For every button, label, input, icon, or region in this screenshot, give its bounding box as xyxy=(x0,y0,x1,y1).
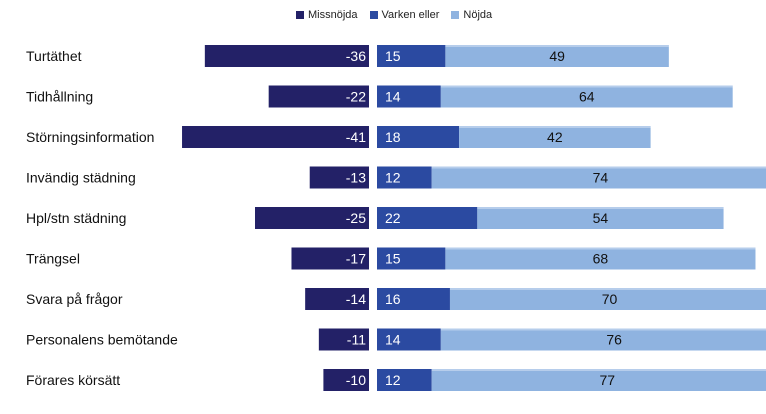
legend-item-nojda: Nöjda xyxy=(451,9,492,21)
bar-nojda-invandig-stadning xyxy=(431,166,766,189)
value-label-nojda-personalens-bemotande: 76 xyxy=(606,332,622,348)
bar-nojda-svara-pa-fragor xyxy=(449,288,766,310)
value-label-varken-eller-turtathet: 15 xyxy=(385,48,401,64)
value-label-missnojda-svara-pa-fragor: -14 xyxy=(346,291,366,307)
bar-nojda-highlight-turtathet xyxy=(445,45,669,47)
category-label-svara-pa-fragor: Svara på frågor xyxy=(26,291,123,307)
value-label-nojda-forares-korsatt: 77 xyxy=(599,372,615,388)
value-label-nojda-storningsinformation: 42 xyxy=(547,129,563,145)
bar-missnojda-hpl-stn-stadning xyxy=(255,207,369,229)
bar-varken-eller-svara-pa-fragor xyxy=(377,288,450,310)
bar-varken-eller-personalens-bemotande xyxy=(377,328,441,351)
value-label-missnojda-forares-korsatt: -10 xyxy=(346,372,366,388)
bar-missnojda-svara-pa-fragor xyxy=(305,288,369,310)
bar-nojda-highlight-forares-korsatt xyxy=(431,369,766,371)
category-label-personalens-bemotande: Personalens bemötande xyxy=(26,332,178,348)
chart-legend: Missnöjda Varken eller Nöjda xyxy=(296,7,504,23)
bar-nojda-highlight-trangsel xyxy=(445,247,756,250)
value-label-missnojda-hpl-stn-stadning: -25 xyxy=(346,210,366,226)
value-label-nojda-tidhallning: 64 xyxy=(579,89,595,105)
bar-missnojda-personalens-bemotande xyxy=(318,328,369,351)
bar-missnojda-turtathet xyxy=(204,45,369,67)
bar-nojda-turtathet xyxy=(445,45,669,67)
value-label-nojda-trangsel: 68 xyxy=(593,251,609,267)
legend-item-missnojda: Missnöjda xyxy=(296,9,358,21)
legend-label-nojda: Nöjda xyxy=(463,9,493,21)
bar-varken-eller-forares-korsatt xyxy=(377,369,432,391)
bar-varken-eller-hpl-stn-stadning xyxy=(377,207,478,229)
category-label-invandig-stadning: Invändig städning xyxy=(26,170,136,186)
category-label-turtathet: Turtäthet xyxy=(26,48,82,64)
bar-missnojda-forares-korsatt xyxy=(323,369,369,391)
bar-nojda-highlight-hpl-stn-stadning xyxy=(477,207,724,209)
legend-label-missnojda: Missnöjda xyxy=(308,9,358,21)
bar-nojda-highlight-invandig-stadning xyxy=(431,166,766,169)
category-label-forares-korsatt: Förares körsätt xyxy=(26,372,120,388)
bar-missnojda-storningsinformation xyxy=(182,126,369,148)
bar-varken-eller-trangsel xyxy=(377,247,446,270)
category-label-tidhallning: Tidhållning xyxy=(26,89,93,105)
value-label-varken-eller-storningsinformation: 18 xyxy=(385,129,401,145)
bar-nojda-tidhallning xyxy=(440,85,733,108)
legend-swatch-missnojda xyxy=(296,11,304,19)
bar-nojda-storningsinformation xyxy=(459,126,651,148)
bar-nojda-personalens-bemotande xyxy=(440,328,766,351)
legend-label-varken-eller: Varken eller xyxy=(381,9,440,21)
category-label-storningsinformation: Störningsinformation xyxy=(26,129,154,145)
legend-swatch-nojda xyxy=(451,11,460,19)
value-label-missnojda-storningsinformation: -41 xyxy=(346,129,366,145)
value-label-nojda-invandig-stadning: 74 xyxy=(593,170,609,186)
value-label-nojda-hpl-stn-stadning: 54 xyxy=(593,210,609,226)
bar-nojda-highlight-storningsinformation xyxy=(459,126,651,128)
bar-varken-eller-tidhallning xyxy=(377,85,441,108)
bar-nojda-highlight-tidhallning xyxy=(440,85,733,88)
bar-missnojda-invandig-stadning xyxy=(309,166,369,189)
value-label-missnojda-tidhallning: -22 xyxy=(346,89,366,105)
value-label-missnojda-invandig-stadning: -13 xyxy=(346,170,366,186)
value-label-missnojda-personalens-bemotande: -11 xyxy=(347,332,366,348)
value-label-varken-eller-tidhallning: 14 xyxy=(385,89,401,105)
value-label-nojda-svara-pa-fragor: 70 xyxy=(602,291,618,307)
bar-missnojda-trangsel xyxy=(291,247,369,270)
value-label-varken-eller-svara-pa-fragor: 16 xyxy=(385,291,401,307)
value-label-nojda-turtathet: 49 xyxy=(549,48,565,64)
value-label-missnojda-turtathet: -36 xyxy=(346,48,366,64)
bar-varken-eller-invandig-stadning xyxy=(377,166,432,189)
category-label-trangsel: Trängsel xyxy=(26,251,80,267)
legend-swatch-varken-eller xyxy=(369,11,378,19)
value-label-varken-eller-hpl-stn-stadning: 22 xyxy=(385,210,401,226)
bar-nojda-trangsel xyxy=(445,247,756,270)
bar-nojda-highlight-personalens-bemotande xyxy=(440,328,766,331)
category-label-hpl-stn-stadning: Hpl/stn städning xyxy=(26,210,126,226)
value-label-varken-eller-trangsel: 15 xyxy=(385,251,401,267)
value-label-varken-eller-personalens-bemotande: 14 xyxy=(385,332,401,348)
bar-missnojda-tidhallning xyxy=(268,85,369,108)
bar-nojda-highlight-svara-pa-fragor xyxy=(449,288,766,290)
bar-nojda-forares-korsatt xyxy=(431,369,766,391)
value-label-varken-eller-forares-korsatt: 12 xyxy=(385,372,401,388)
bar-varken-eller-turtathet xyxy=(377,45,446,67)
bar-nojda-hpl-stn-stadning xyxy=(477,207,724,229)
value-label-varken-eller-invandig-stadning: 12 xyxy=(385,170,401,186)
legend-item-varken-eller: Varken eller xyxy=(369,9,440,21)
value-label-missnojda-trangsel: -17 xyxy=(346,251,366,267)
bar-varken-eller-storningsinformation xyxy=(377,126,460,148)
